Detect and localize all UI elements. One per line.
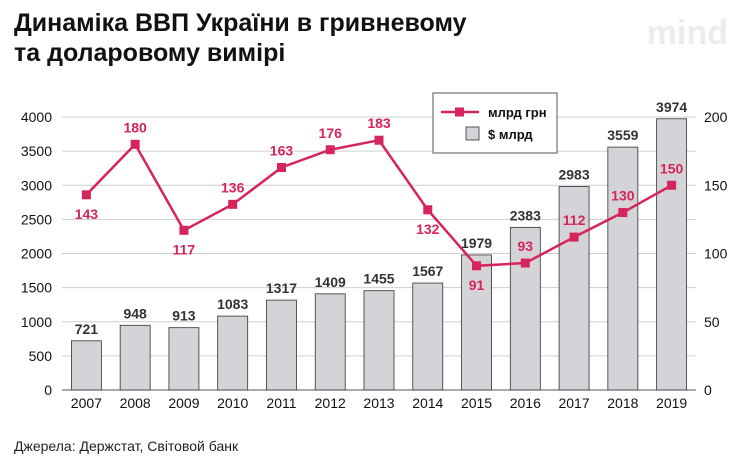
bar-value-label: 3559 (607, 127, 638, 143)
x-tick-label: 2008 (120, 395, 151, 411)
y-right-tick-label: 200 (704, 109, 728, 125)
line-point (228, 199, 238, 209)
line-point (569, 232, 579, 242)
line-value-label: 132 (416, 221, 440, 237)
y-left-tick-label: 4000 (21, 109, 52, 125)
x-tick-label: 2019 (656, 395, 687, 411)
title-line-1: Динаміка ВВП України в гривневому (14, 9, 467, 37)
x-tick-label: 2016 (510, 395, 541, 411)
line-point (179, 225, 189, 235)
bar (509, 226, 541, 391)
line-value-label: 91 (469, 277, 485, 293)
combo-chart: 0 500 1000 1500 2000 2500 3000 3500 4000 0 50 100 15… (21, 92, 728, 411)
line-value-label: 136 (221, 179, 245, 195)
x-tick-label: 2018 (607, 395, 638, 411)
line-point (472, 261, 482, 271)
line-value-label: 112 (563, 212, 586, 228)
bar (266, 299, 297, 391)
line-point (325, 145, 335, 155)
source-note: Джерела: Держстат, Світовой банк (14, 438, 239, 454)
bar-value-label: 1455 (363, 271, 394, 287)
brand-logo: mind (646, 14, 728, 52)
line-point (520, 258, 530, 268)
bar (461, 254, 492, 391)
bar-value-label: 2383 (510, 207, 541, 223)
bar-value-label: 1409 (315, 274, 346, 290)
bar (70, 340, 102, 391)
x-tick-label: 2009 (168, 395, 199, 411)
bar-value-label: 1567 (412, 263, 443, 279)
y-right-tick-label: 50 (704, 314, 720, 330)
bar (314, 293, 346, 391)
y-right-tick-label: 150 (704, 177, 728, 193)
x-tick-label: 2010 (217, 395, 248, 411)
bar-value-label: 721 (75, 321, 99, 337)
x-tick-label: 2017 (558, 395, 589, 411)
y-left-tick-label: 1500 (21, 280, 52, 296)
legend-label-line: млрд грн (488, 105, 547, 120)
bar (656, 118, 688, 391)
bar (412, 282, 444, 391)
line-point (618, 208, 628, 218)
legend-label-bar: $ млрд (488, 127, 533, 142)
bar-value-label: 3974 (656, 99, 687, 115)
x-tick-label: 2007 (71, 395, 102, 411)
bar-value-label: 913 (172, 308, 196, 324)
y-left-tick-label: 1000 (21, 314, 52, 330)
title-line-2: та доларовому вимірі (14, 39, 286, 67)
y-right-tick-label: 0 (704, 382, 712, 398)
legend-box (432, 92, 558, 154)
bar-value-label: 1317 (266, 280, 297, 296)
x-tick-label: 2013 (363, 395, 394, 411)
bar (168, 327, 200, 391)
y-left-tick-label: 0 (44, 382, 52, 398)
bar (119, 324, 151, 391)
line-value-label: 183 (367, 115, 391, 131)
y-left-tick-label: 2500 (21, 211, 52, 227)
bar-value-label: 2983 (558, 166, 589, 182)
y-left-tick-label: 3000 (21, 177, 52, 193)
x-tick-label: 2011 (266, 395, 296, 411)
line-value-label: 176 (319, 125, 343, 141)
bar-value-label: 948 (123, 305, 147, 321)
legend-line-marker (455, 107, 464, 117)
y-left-tick-label: 3500 (21, 143, 52, 159)
bar-value-label: 1979 (461, 235, 492, 251)
line-value-label: 93 (518, 238, 534, 254)
x-tick-label: 2012 (315, 395, 346, 411)
chart-title: Динаміка ВВП України в гривневому та дол… (14, 8, 467, 68)
y-left-tick-label: 2000 (21, 246, 52, 262)
line-point (667, 180, 677, 190)
bar (607, 146, 639, 391)
bar (363, 290, 395, 391)
line-value-label: 117 (173, 241, 196, 257)
x-tick-label: 2015 (461, 395, 492, 411)
line-value-label: 180 (123, 119, 147, 135)
line-point (374, 135, 384, 145)
line-value-label: 163 (270, 143, 294, 159)
legend-bar-swatch (465, 126, 480, 141)
line-value-label: 130 (611, 188, 635, 204)
line-point (276, 163, 286, 173)
y-right-tick-label: 100 (704, 246, 728, 262)
line-value-label: 150 (660, 160, 684, 176)
bar-value-label: 1083 (217, 296, 248, 312)
y-left-tick-label: 500 (29, 348, 53, 364)
line-point (423, 205, 433, 215)
bar (217, 315, 249, 391)
line-value-label: 143 (75, 206, 99, 222)
x-tick-label: 2014 (412, 395, 443, 411)
line-point (130, 139, 140, 149)
bar (558, 186, 590, 391)
line-point (81, 190, 91, 200)
